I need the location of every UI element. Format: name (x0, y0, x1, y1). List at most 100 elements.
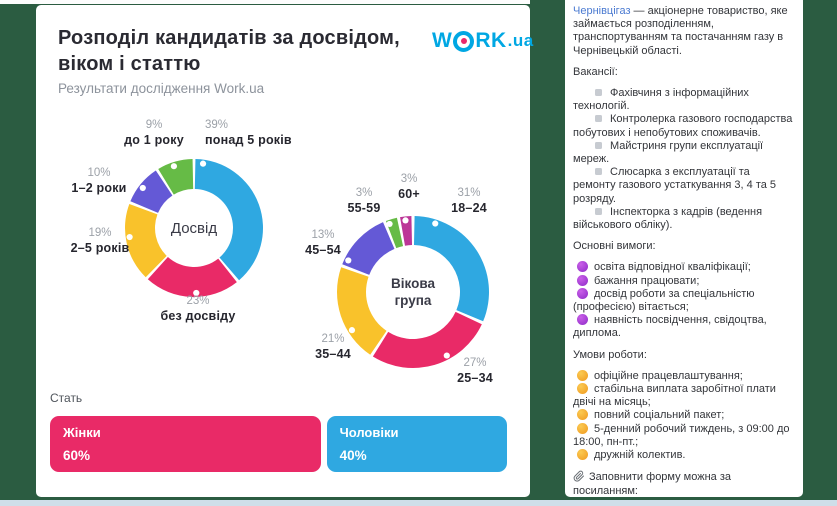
slice-marker-dot (126, 233, 133, 241)
age-donut-chart (337, 216, 489, 368)
gender-bars: Жінки 60% Чоловіки 40% (50, 416, 516, 472)
logo-letters-rk: RK (475, 29, 507, 52)
square-bullet-icon (595, 207, 602, 215)
donut-label-category: 25–34 (457, 371, 493, 385)
donut-label: 13% 45–54 (294, 229, 352, 257)
circle-bullet-icon (577, 369, 588, 381)
experience-donut-chart (124, 159, 264, 297)
list-item: Слюсарка з експлуатації та ремонту газов… (573, 166, 777, 205)
gender-bar-men: Чоловіки 40% (326, 416, 507, 472)
donut-label: 9% до 1 року (113, 119, 195, 147)
square-bullet-icon (595, 115, 602, 123)
donut-slice (158, 159, 194, 195)
donut-label-percent: 19% (88, 227, 112, 239)
job-post-panel: Чернівцігаз — акціонерне товариство, яке… (565, 0, 803, 497)
page-title: Розподіл кандидатів за досвідом, віком і… (58, 25, 400, 77)
circle-bullet-icon (577, 314, 588, 326)
donut-label-percent: 13% (311, 229, 335, 241)
list-item: бажання працювати; (573, 274, 795, 288)
donut-label-category: понад 5 років (205, 133, 292, 147)
logo-o-dot-icon (460, 38, 467, 44)
slice-marker-dot (199, 160, 207, 167)
list-item: досвід роботи за спеціальністю (професіє… (573, 287, 755, 314)
donut-label: 3% 55-59 (338, 187, 390, 215)
slice-marker-dot (443, 352, 450, 359)
form-text: Заповнити форму можна за посиланням: (573, 471, 731, 497)
vacancies-heading: Вакансії: (573, 65, 618, 78)
gender-bar-label: Чоловіки (339, 425, 399, 440)
title-line-2: віком і статтю (58, 53, 201, 75)
gender-bar-percent: 40% (339, 448, 367, 463)
donut-slice (400, 216, 413, 246)
donut-label-category: до 1 року (124, 133, 184, 147)
donut-label: 3% 60+ (388, 173, 430, 201)
slice-marker-dot (345, 257, 352, 264)
donut-label: 27% 25–34 (444, 357, 506, 385)
donut-label: 23% без досвіду (148, 295, 248, 323)
donut-label-category: 18–24 (451, 201, 487, 215)
list-item: стабільна виплата заробітної плати двічі… (573, 383, 776, 409)
infographic-card: Розподіл кандидатів за досвідом, віком і… (36, 5, 533, 497)
donut-slice (372, 311, 482, 368)
donut-label-percent: 27% (463, 357, 487, 369)
form-block: Заповнити форму можна за посиланням: htt… (573, 470, 795, 497)
slice-marker-dot (139, 184, 146, 192)
list-item: Фахівчиня з інформаційних технологій. (573, 87, 749, 113)
donut-label-percent: 9% (145, 119, 163, 131)
company-intro-text: — акціонерне товариство, яке займається … (573, 5, 788, 57)
logo-o-icon (453, 30, 475, 52)
list-item: Контролерка газового господарства побуто… (573, 113, 793, 139)
circle-bullet-icon (577, 449, 588, 461)
square-bullet-icon (595, 141, 602, 149)
gender-bar-label: Жінки (63, 425, 101, 440)
circle-bullet-icon (577, 287, 588, 299)
donut-label-percent: 31% (457, 187, 481, 199)
donut-label-percent: 23% (186, 295, 210, 307)
square-bullet-icon (595, 89, 602, 97)
slice-marker-dot (432, 220, 439, 227)
vacancies-list: Фахівчиня з інформаційних технологій. Кон… (573, 87, 795, 232)
donut-label-category: 55-59 (347, 201, 381, 215)
donut-label: 21% 35–44 (303, 333, 363, 361)
logo-ua-suffix: .ua (507, 31, 534, 50)
donut-label-percent: 3% (400, 173, 418, 185)
slice-marker-dot (386, 220, 393, 228)
gender-bar-women: Жінки 60% (50, 416, 321, 472)
donut-slice (413, 216, 489, 322)
donut-slice (342, 222, 395, 275)
donut-slice (147, 256, 237, 297)
donut-slice (124, 203, 167, 278)
donut-label-percent: 21% (321, 333, 345, 345)
donut-label-percent: 39% (205, 119, 229, 131)
donut-label: 31% 18–24 (438, 187, 500, 215)
conditions-list: офіційне працевлаштування; стабільна випл… (573, 369, 795, 462)
company-link[interactable]: Чернівцігаз (573, 5, 631, 17)
list-item: 5-денний робочий тиждень, з 09:00 до 18:… (573, 422, 790, 448)
donut-slice (194, 159, 264, 281)
list-item: освіта відповідної кваліфікації; (573, 261, 795, 274)
donut-label: 10% 1–2 роки (58, 167, 140, 195)
slice-marker-dot (402, 217, 409, 224)
list-item: наявність посвідчення, свідоцтва, диплом… (573, 314, 767, 340)
donut-label-category: 1–2 роки (71, 181, 127, 195)
donut-label: 19% 2–5 років (56, 227, 144, 255)
donut-label: 39% понад 5 років (205, 119, 317, 147)
slice-marker-dot (348, 327, 356, 334)
paperclip-icon (573, 471, 584, 482)
donut-label-percent: 3% (355, 187, 373, 199)
conditions-heading: Умови роботи: (573, 348, 647, 361)
gender-bar-percent: 60% (63, 448, 91, 463)
donut-label-category: без досвіду (160, 309, 236, 323)
requirements-heading: Основні вимоги: (573, 240, 656, 253)
page-top-edge (0, 0, 530, 4)
donut-label-category: 2–5 років (70, 241, 130, 255)
page-bottom-strip (0, 500, 837, 506)
donut-slice (130, 170, 173, 213)
donut-label-category: 60+ (398, 187, 420, 201)
logo-letter-w: W (432, 29, 453, 52)
circle-bullet-icon (577, 409, 588, 421)
square-bullet-icon (595, 168, 602, 176)
circle-bullet-icon (577, 274, 588, 286)
requirements-list: освіта відповідної кваліфікації; бажання … (573, 261, 795, 340)
donut-slice (337, 267, 387, 355)
